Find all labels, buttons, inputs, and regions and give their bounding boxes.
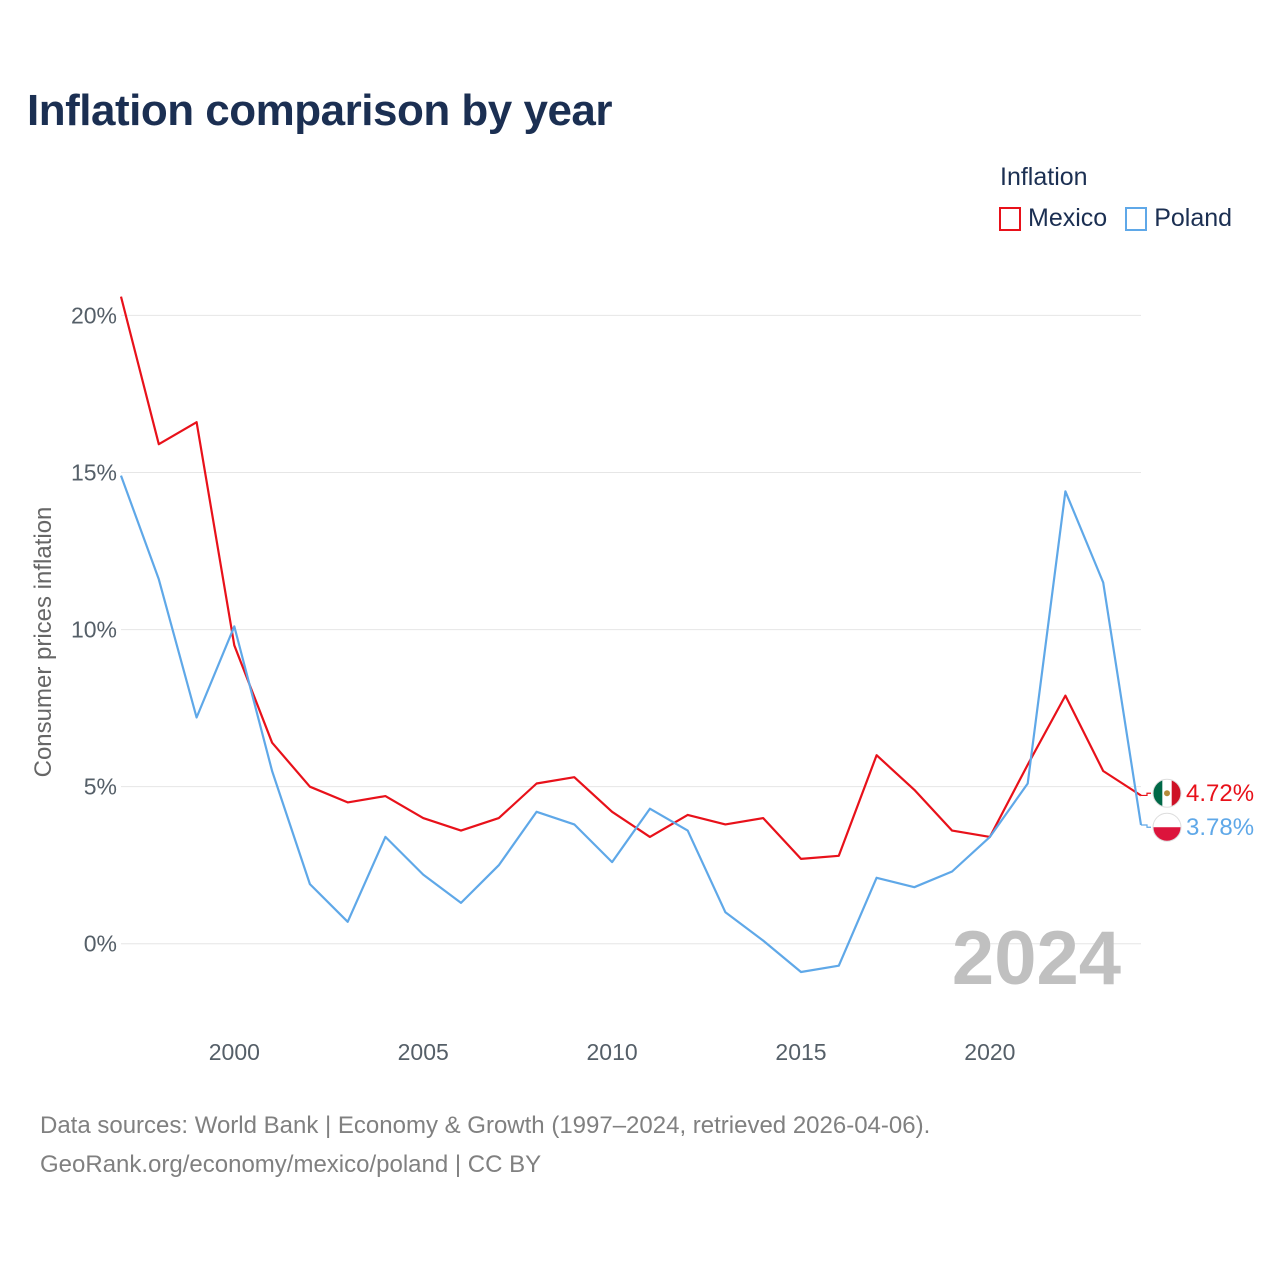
y-tick-label: 5% <box>84 774 117 800</box>
poland-flag-icon <box>1152 812 1182 842</box>
x-tick-label: 2005 <box>398 1039 449 1065</box>
x-tick-label: 2010 <box>587 1039 638 1065</box>
legend-item-mexico[interactable]: Mexico <box>999 204 1107 233</box>
mexico-flag-icon <box>1152 778 1182 808</box>
source-link[interactable]: GeoRank.org/economy/mexico/poland | CC B… <box>40 1151 542 1178</box>
x-tick-label: 2000 <box>209 1039 260 1065</box>
year-watermark: 2024 <box>952 916 1121 1001</box>
data-source-text: Data sources: World Bank | Economy & Gro… <box>40 1112 931 1139</box>
leader-line-poland <box>1141 824 1151 828</box>
end-labels: 4.72% 3.78% <box>1141 778 1254 842</box>
legend-label-mexico: Mexico <box>1028 204 1108 232</box>
y-tick-label: 10% <box>71 617 117 643</box>
x-tick-label: 2015 <box>775 1039 826 1065</box>
end-value-label-poland: 3.78% <box>1186 814 1254 841</box>
series-line-mexico[interactable] <box>119 296 1142 861</box>
y-tick-label: 20% <box>71 302 117 328</box>
footer: Data sources: World Bank | Economy & Gro… <box>40 1106 930 1184</box>
y-axis: 0% 5% 10% 15% 20% <box>71 302 117 956</box>
x-axis: 2000 2005 2010 2015 2020 <box>209 1039 1016 1065</box>
grid <box>121 314 1141 945</box>
legend-swatch-mexico <box>999 206 1021 231</box>
y-axis-title: Consumer prices inflation <box>30 507 57 778</box>
chart-title: Inflation comparison by year <box>27 86 613 135</box>
y-tick-label: 0% <box>84 931 117 957</box>
legend-title: Inflation <box>1000 163 1088 191</box>
legend-item-poland[interactable]: Poland <box>1125 204 1232 233</box>
end-value-label-mexico: 4.72% <box>1186 780 1254 807</box>
legend: Mexico Poland <box>999 204 1232 233</box>
series-group <box>119 296 1143 974</box>
x-tick-label: 2020 <box>964 1039 1015 1065</box>
line-chart: 0% 5% 10% 15% 20% 2000 2005 2010 2015 2020 Consu… <box>30 296 1254 1065</box>
legend-label-poland: Poland <box>1154 204 1233 232</box>
leader-line-mexico <box>1141 792 1151 797</box>
legend-swatch-poland <box>1125 206 1148 231</box>
y-tick-label: 15% <box>71 459 117 485</box>
series-line-poland[interactable] <box>119 475 1143 974</box>
